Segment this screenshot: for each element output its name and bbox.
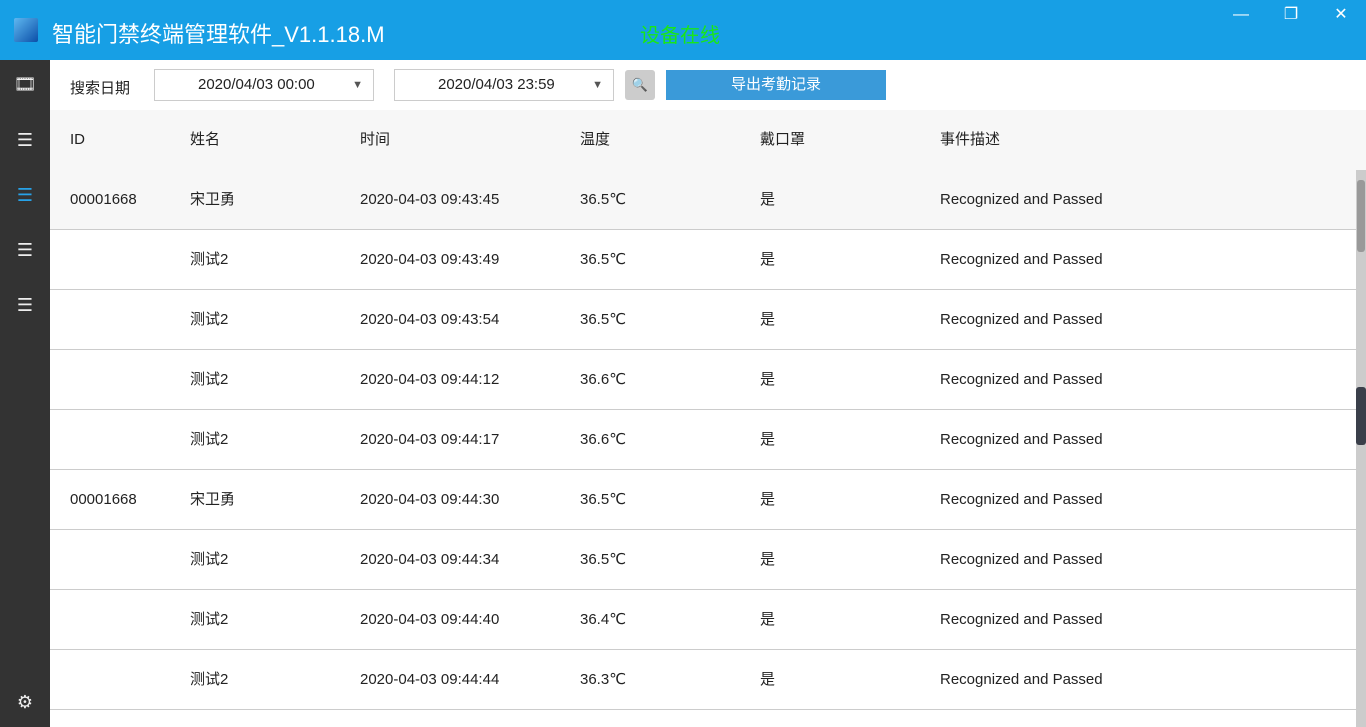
cell-time: 2020-04-03 09:43:49 xyxy=(360,251,500,268)
cell-name: 宋卫勇 xyxy=(190,191,236,208)
cell-name: 测试2 xyxy=(190,671,229,688)
cell-name: 测试2 xyxy=(190,611,229,628)
cell-mask: 是 xyxy=(760,191,776,208)
end-date-dropdown[interactable]: 2020/04/03 23:59 ▼ xyxy=(394,69,614,101)
app-logo-icon xyxy=(14,18,38,42)
cell-time: 2020-04-03 09:44:17 xyxy=(360,431,500,448)
sidebar-item-list-2[interactable]: ☰ xyxy=(0,175,50,215)
end-date-value: 2020/04/03 23:59 xyxy=(438,76,555,93)
scroll-grip-handle[interactable] xyxy=(1356,387,1366,445)
search-button[interactable]: 🔍 xyxy=(625,70,655,100)
table-row[interactable]: 00001668 宋卫勇 2020-04-03 09:44:30 36.5℃ 是 Reco… xyxy=(50,470,1356,530)
sidebar-item-video[interactable]: 🎞 xyxy=(0,64,50,104)
cell-temperature: 36.5℃ xyxy=(580,251,627,268)
table-header: ID 姓名 时间 温度 戴口罩 事件描述 xyxy=(50,110,1366,170)
cell-mask: 是 xyxy=(760,311,776,328)
cell-event: Recognized and Passed xyxy=(940,311,1103,328)
table-row[interactable]: 测试2 2020-04-03 09:44:12 36.6℃ 是 Recognized a… xyxy=(50,350,1356,410)
list-icon: ☰ xyxy=(16,239,34,260)
header-name[interactable]: 姓名 xyxy=(190,131,221,148)
cell-time: 2020-04-03 09:43:45 xyxy=(360,191,500,208)
sidebar-item-list-4[interactable]: ☰ xyxy=(0,285,50,325)
table-row[interactable]: 测试2 2020-04-03 09:44:17 36.6℃ 是 Recognized a… xyxy=(50,410,1356,470)
header-mask[interactable]: 戴口罩 xyxy=(760,131,806,148)
cell-mask: 是 xyxy=(760,491,776,508)
export-attendance-button[interactable]: 导出考勤记录 xyxy=(666,70,886,100)
minimize-button[interactable]: — xyxy=(1233,6,1249,23)
table-row[interactable]: 测试2 2020-04-03 09:44:40 36.4℃ 是 Recognized a… xyxy=(50,590,1356,650)
cell-name: 测试2 xyxy=(190,311,229,328)
start-date-dropdown[interactable]: 2020/04/03 00:00 ▼ xyxy=(154,69,374,101)
cell-event: Recognized and Passed xyxy=(940,671,1103,688)
header-time[interactable]: 时间 xyxy=(360,131,391,148)
cell-event: Recognized and Passed xyxy=(940,431,1103,448)
cell-time: 2020-04-03 09:43:54 xyxy=(360,311,500,328)
header-temperature[interactable]: 温度 xyxy=(580,131,611,148)
cell-name: 测试2 xyxy=(190,551,229,568)
video-icon: 🎞 xyxy=(13,73,37,94)
cell-temperature: 36.6℃ xyxy=(580,371,627,388)
table-body: 00001668 宋卫勇 2020-04-03 09:43:45 36.5℃ 是 Reco… xyxy=(50,170,1356,710)
sidebar-item-list-1[interactable]: ☰ xyxy=(0,120,50,160)
cell-name: 宋卫勇 xyxy=(190,491,236,508)
table-row[interactable]: 00001668 宋卫勇 2020-04-03 09:43:45 36.5℃ 是 Reco… xyxy=(50,170,1356,230)
cell-event: Recognized and Passed xyxy=(940,551,1103,568)
cell-id: 00001668 xyxy=(70,191,137,208)
gear-icon: ⚙ xyxy=(16,691,34,712)
cell-mask: 是 xyxy=(760,611,776,628)
cell-mask: 是 xyxy=(760,371,776,388)
cell-temperature: 36.5℃ xyxy=(580,311,627,328)
cell-time: 2020-04-03 09:44:30 xyxy=(360,491,500,508)
cell-mask: 是 xyxy=(760,671,776,688)
cell-mask: 是 xyxy=(760,431,776,448)
chevron-down-icon: ▼ xyxy=(352,79,363,91)
header-id[interactable]: ID xyxy=(70,131,85,148)
title-bar: 智能门禁终端管理软件_V1.1.18.M 设备在线 — ❐ ✕ xyxy=(0,0,1366,60)
settings-button[interactable]: ⚙ xyxy=(0,682,50,722)
search-icon: 🔍 xyxy=(631,77,649,92)
cell-temperature: 36.5℃ xyxy=(580,551,627,568)
scrollbar-thumb[interactable] xyxy=(1357,180,1365,252)
list-icon: ☰ xyxy=(16,184,34,205)
cell-temperature: 36.5℃ xyxy=(580,191,627,208)
cell-time: 2020-04-03 09:44:40 xyxy=(360,611,500,628)
restore-button[interactable]: ❐ xyxy=(1283,6,1299,23)
close-button[interactable]: ✕ xyxy=(1334,6,1348,23)
table-row[interactable]: 测试2 2020-04-03 09:44:44 36.3℃ 是 Recognized a… xyxy=(50,650,1356,710)
cell-event: Recognized and Passed xyxy=(940,191,1103,208)
cell-mask: 是 xyxy=(760,251,776,268)
search-date-label: 搜索日期 xyxy=(70,80,131,97)
cell-event: Recognized and Passed xyxy=(940,491,1103,508)
start-date-value: 2020/04/03 00:00 xyxy=(198,76,315,93)
cell-id: 00001668 xyxy=(70,491,137,508)
header-event[interactable]: 事件描述 xyxy=(940,131,1001,148)
cell-temperature: 36.6℃ xyxy=(580,431,627,448)
cell-name: 测试2 xyxy=(190,251,229,268)
app-title: 智能门禁终端管理软件_V1.1.18.M xyxy=(52,22,385,47)
table-row[interactable]: 测试2 2020-04-03 09:43:49 36.5℃ 是 Recognized a… xyxy=(50,230,1356,290)
cell-temperature: 36.5℃ xyxy=(580,491,627,508)
list-icon: ☰ xyxy=(16,294,34,315)
table-row[interactable]: 测试2 2020-04-03 09:44:34 36.5℃ 是 Recognized a… xyxy=(50,530,1356,590)
list-icon: ☰ xyxy=(16,129,34,150)
cell-event: Recognized and Passed xyxy=(940,611,1103,628)
cell-time: 2020-04-03 09:44:34 xyxy=(360,551,500,568)
cell-name: 测试2 xyxy=(190,371,229,388)
cell-event: Recognized and Passed xyxy=(940,251,1103,268)
cell-event: Recognized and Passed xyxy=(940,371,1103,388)
cell-time: 2020-04-03 09:44:44 xyxy=(360,671,500,688)
table-row[interactable]: 测试2 2020-04-03 09:43:54 36.5℃ 是 Recognized a… xyxy=(50,290,1356,350)
vertical-scrollbar[interactable] xyxy=(1356,170,1366,727)
sidebar-item-list-3[interactable]: ☰ xyxy=(0,230,50,270)
chevron-down-icon: ▼ xyxy=(592,79,603,91)
toolbar: 搜索日期 2020/04/03 00:00 ▼ 2020/04/03 23:59 ▼… xyxy=(50,60,1366,110)
cell-temperature: 36.3℃ xyxy=(580,671,627,688)
device-status: 设备在线 xyxy=(640,25,720,47)
cell-name: 测试2 xyxy=(190,431,229,448)
cell-temperature: 36.4℃ xyxy=(580,611,627,628)
cell-time: 2020-04-03 09:44:12 xyxy=(360,371,500,388)
cell-mask: 是 xyxy=(760,551,776,568)
sidebar: 🎞 ☰ ☰ ☰ ☰ ⚙ xyxy=(0,60,50,727)
